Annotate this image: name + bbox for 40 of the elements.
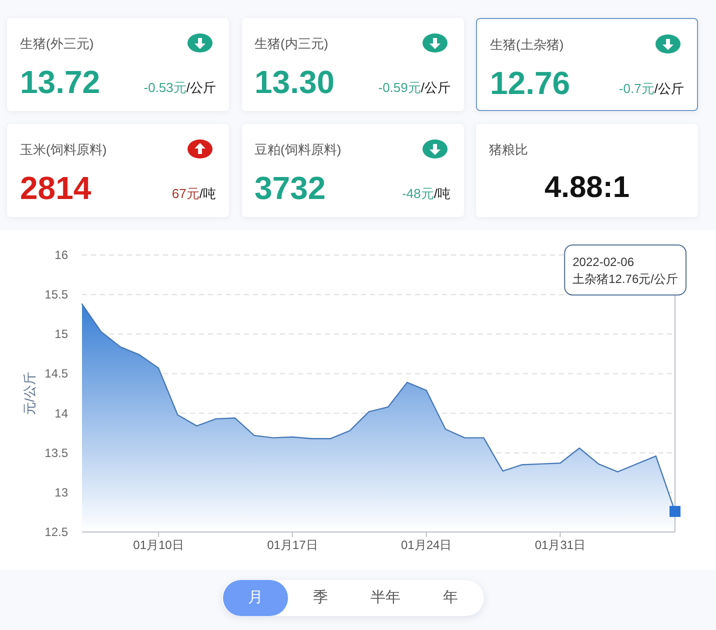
text: 豆粕(饲料原料) bbox=[254, 141, 342, 159]
x-tick-label: 01月31日 bbox=[534, 538, 586, 552]
text: 4.88:1 bbox=[544, 170, 630, 206]
annotation: 2022-02-06 土杂猪12.76元/公斤 bbox=[572, 255, 678, 286]
text: /公斤 bbox=[186, 80, 216, 95]
text: /公斤 bbox=[654, 81, 684, 96]
y-tick-label: 15 bbox=[54, 327, 68, 342]
text: 生猪(内三元) bbox=[254, 35, 328, 53]
y-tick-label: 13.5 bbox=[44, 446, 68, 460]
y-tick-label: 13 bbox=[54, 485, 68, 500]
text: /公斤 bbox=[420, 80, 450, 95]
data-label: -0.59元 bbox=[378, 80, 421, 95]
y-tick-label: 15.5 bbox=[44, 288, 68, 302]
text: 月 bbox=[223, 580, 288, 616]
data-label: -0.53元 bbox=[144, 80, 186, 95]
text: 13.72 bbox=[20, 64, 100, 100]
y-tick-label: 14 bbox=[54, 406, 68, 420]
y-tick-label: 14.5 bbox=[44, 366, 68, 381]
text: 生猪(外三元) bbox=[20, 35, 94, 53]
text: 生猪(土杂猪) bbox=[490, 36, 564, 54]
text: /吨 bbox=[434, 186, 450, 201]
y-tick-label: 12.5 bbox=[44, 525, 68, 539]
x-tick-label: 01月10日 bbox=[133, 538, 184, 552]
data-label: -0.7元 bbox=[618, 81, 654, 96]
text: 半年 bbox=[353, 580, 418, 616]
text: 年 bbox=[418, 580, 483, 616]
x-tick-label: 01月17日 bbox=[267, 538, 318, 552]
text: 玉米(饲料原料) bbox=[20, 141, 107, 159]
text: 3732 bbox=[254, 170, 326, 206]
text: 季 bbox=[288, 580, 353, 616]
data-label: 67元 bbox=[172, 186, 200, 201]
text: /吨 bbox=[199, 186, 216, 201]
text: 猪粮比 bbox=[489, 141, 528, 159]
y-axis-title: 元/公斤 bbox=[22, 372, 37, 415]
text: 2814 bbox=[20, 170, 92, 206]
text: 12.76 bbox=[490, 65, 570, 101]
data-label: -48元 bbox=[402, 186, 434, 201]
x-tick-label: 01月24日 bbox=[400, 538, 452, 552]
text: 13.30 bbox=[254, 64, 335, 100]
y-tick-label: 16 bbox=[54, 248, 68, 262]
